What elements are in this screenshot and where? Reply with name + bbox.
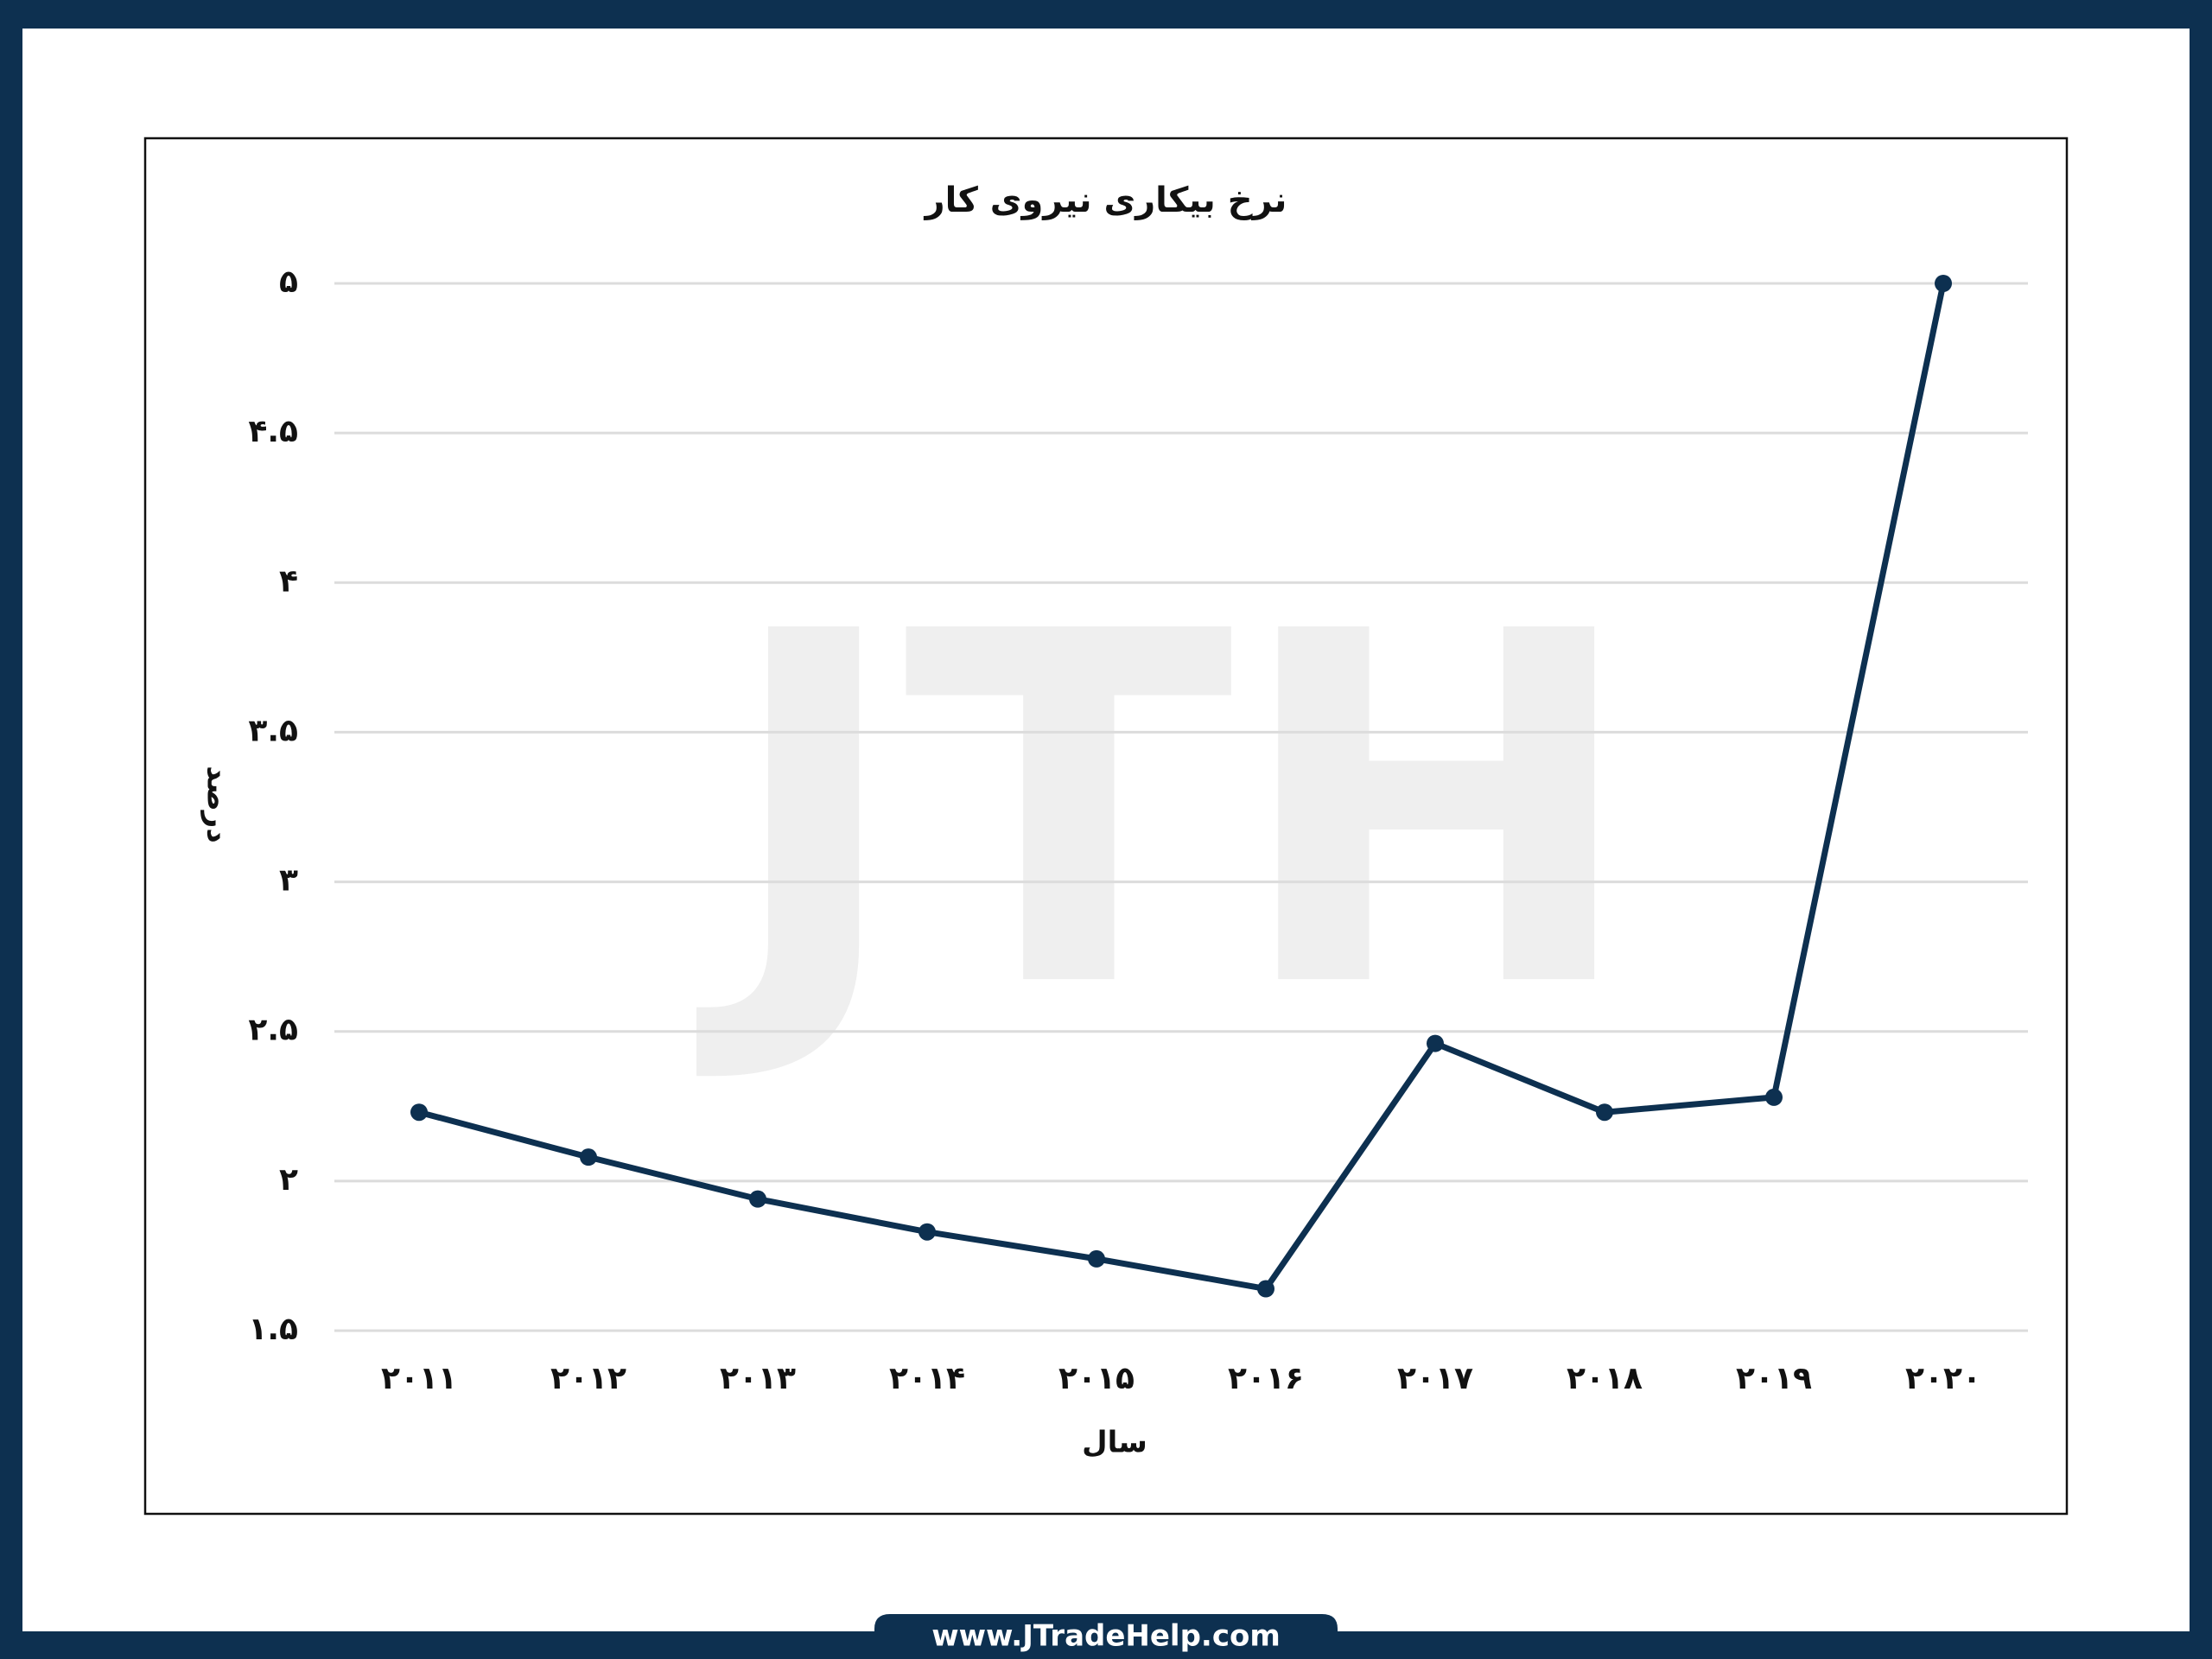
y-tick-label: ۲ xyxy=(279,1162,298,1198)
line xyxy=(418,283,1947,1293)
x-tick-label: ۲۰۱۸ xyxy=(1567,1361,1643,1396)
point xyxy=(1088,1249,1105,1268)
point xyxy=(918,1223,936,1241)
x-tick-label: ۲۰۱۱ xyxy=(381,1361,457,1396)
x-axis-label: سال xyxy=(1082,1426,1147,1460)
x-tick-label: ۲۰۲۰ xyxy=(1905,1361,1981,1396)
x-tick-label: ۲۰۱۹ xyxy=(1736,1361,1812,1396)
footer-tab xyxy=(874,1614,1338,1659)
x-tick-label: ۲۰۱۴ xyxy=(889,1361,965,1396)
x-tick-label: ۲۰۱۳ xyxy=(720,1361,796,1396)
point xyxy=(1765,1088,1783,1106)
y-tick-label: ۵ xyxy=(279,264,298,300)
y-axis-label: درصد xyxy=(200,766,235,843)
point xyxy=(1596,1103,1613,1122)
y-tick-label: ۲.۵ xyxy=(248,1013,298,1048)
x-tick-label: ۲۰۱۲ xyxy=(550,1361,626,1396)
y-tick-label: ۳.۵ xyxy=(248,713,298,748)
x-tick-label: ۲۰۱۷ xyxy=(1397,1361,1473,1396)
footer-url: www.JTradeHelp.com xyxy=(931,1619,1281,1654)
point xyxy=(1427,1034,1444,1052)
watermark: JTH xyxy=(693,531,1638,1094)
point xyxy=(410,1103,428,1122)
chart-box xyxy=(143,137,2069,1516)
y-tick-label: ۱.۵ xyxy=(248,1312,298,1347)
y-tick-label: ۴ xyxy=(279,563,298,599)
point xyxy=(749,1190,766,1208)
chart-title: نرخ بیکاری نیروی کار xyxy=(924,181,1287,220)
point xyxy=(1935,275,1952,292)
y-tick-label: ۴.۵ xyxy=(248,414,298,449)
point xyxy=(1257,1280,1274,1298)
point xyxy=(580,1148,597,1166)
y-tick-label: ۳ xyxy=(279,863,298,899)
x-tick-label: ۲۰۱۶ xyxy=(1228,1361,1304,1396)
x-tick-label: ۲۰۱۵ xyxy=(1058,1361,1135,1396)
